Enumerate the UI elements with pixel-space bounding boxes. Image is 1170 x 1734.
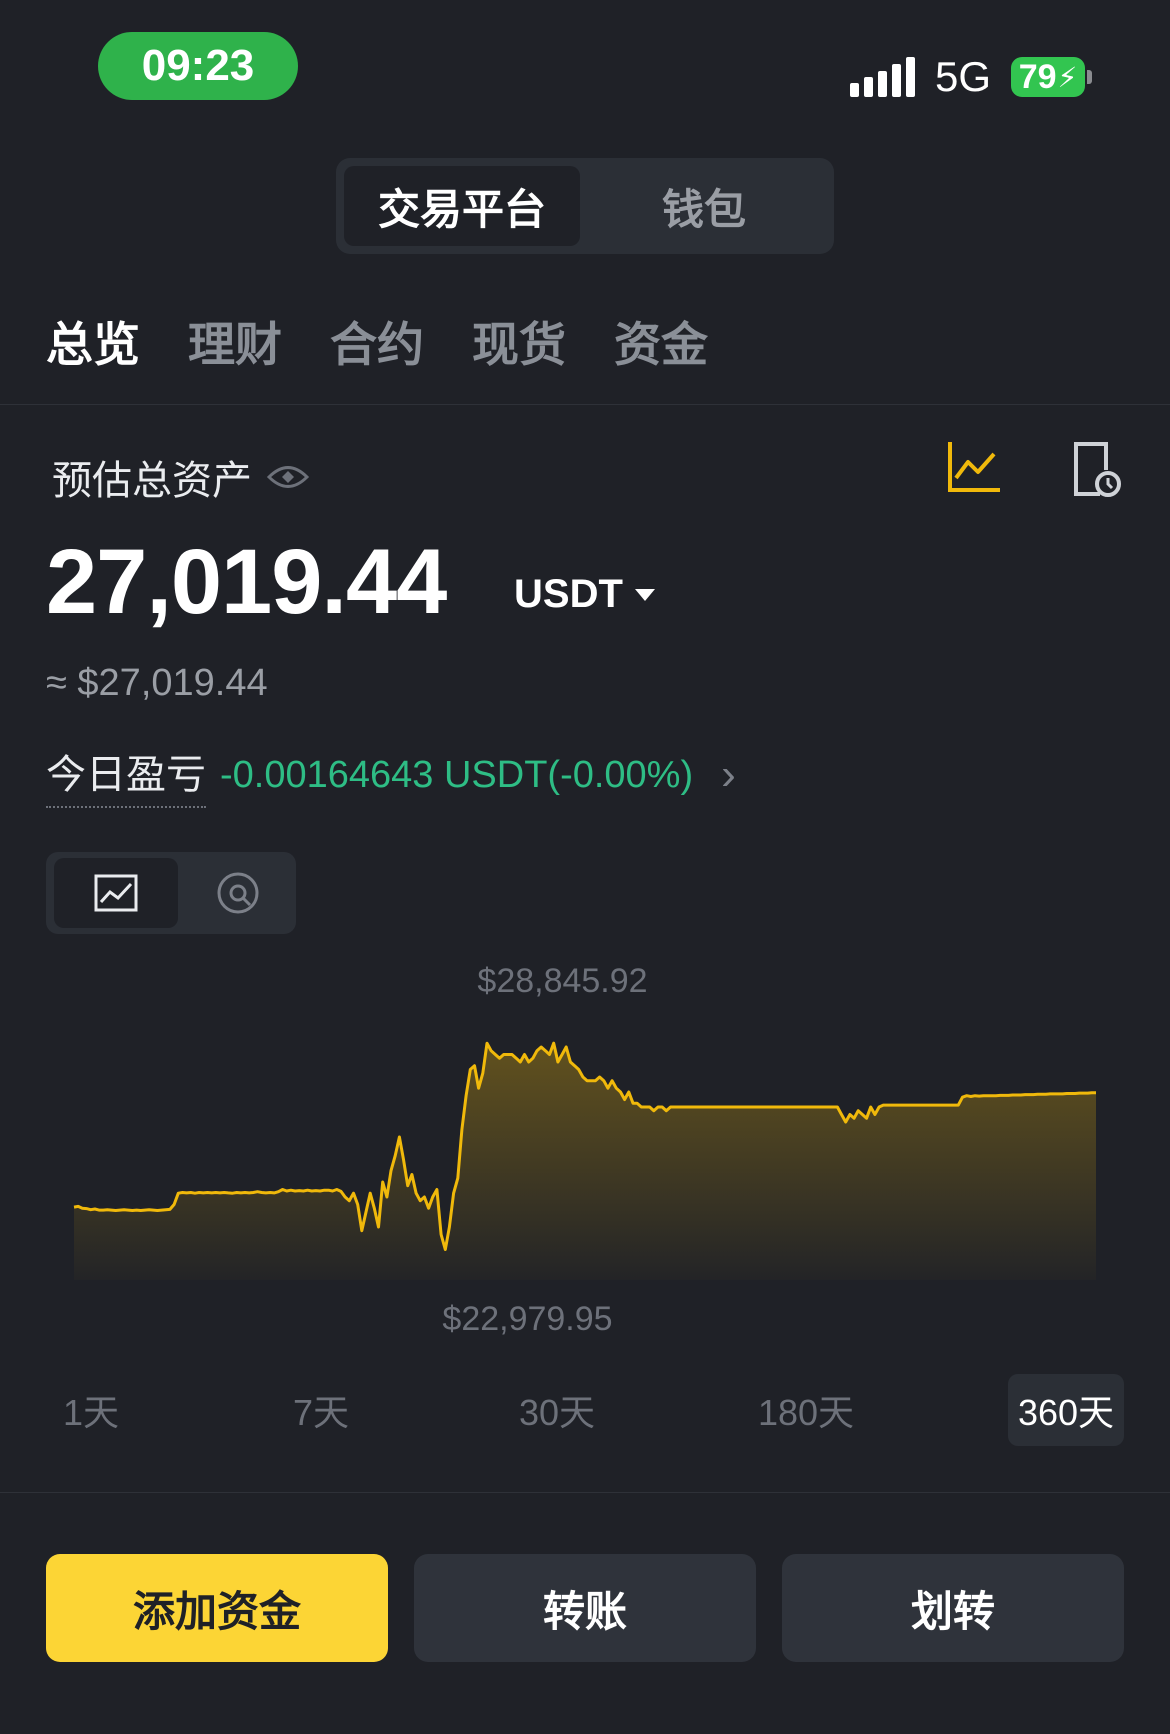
estimated-assets-label: 预估总资产: [52, 448, 310, 506]
caret-down-icon: [634, 588, 655, 601]
chart-min-label: $22,979.95: [442, 1300, 613, 1338]
internal-transfer-button[interactable]: 划转: [782, 1554, 1124, 1662]
line-chart-toggle[interactable]: [54, 858, 178, 928]
asset-tabs: 总览 理财 合约 现货 资金: [46, 306, 708, 375]
battery-icon: 79 ⚡: [1011, 57, 1092, 97]
range-360d[interactable]: 360天: [1008, 1374, 1124, 1446]
range-7d[interactable]: 7天: [292, 1392, 350, 1433]
tab-futures[interactable]: 合约: [330, 318, 424, 371]
chart-max-label: $28,845.92: [477, 962, 648, 1000]
pnl-analysis-icon[interactable]: [946, 440, 1002, 496]
segment-wallet[interactable]: 钱包: [661, 185, 746, 233]
divider: [0, 1492, 1170, 1493]
today-pnl-value: -0.00164643 USDT(-0.00%): [220, 753, 694, 796]
line-chart-icon: [94, 874, 138, 912]
today-pnl-row[interactable]: 今日盈亏 -0.00164643 USDT(-0.00%) ›: [46, 742, 736, 808]
add-funds-button[interactable]: 添加资金: [46, 1554, 388, 1662]
currency-label: USDT: [514, 572, 623, 616]
balance-usd: ≈ $27,019.44: [46, 662, 268, 704]
asset-trend-chart[interactable]: [0, 1000, 1170, 1300]
tab-overview[interactable]: 总览: [46, 318, 140, 371]
currency-selector[interactable]: USDT: [514, 572, 655, 617]
estimated-assets-text: 预估总资产: [52, 459, 252, 503]
chart-line: [73, 1041, 1096, 1251]
time-pill: 09:23: [98, 32, 298, 100]
chart-area: [74, 1043, 1096, 1280]
battery-level: 79: [1018, 57, 1057, 96]
signal-icon: [849, 57, 915, 97]
status-icons: 5G 79 ⚡: [849, 52, 1092, 102]
tab-funding[interactable]: 资金: [614, 318, 708, 371]
eye-icon[interactable]: [266, 462, 310, 492]
segment-exchange[interactable]: 交易平台: [344, 166, 580, 246]
divider: [0, 404, 1170, 405]
account-segment: 交易平台 钱包: [336, 158, 834, 254]
pie-chart-icon: [217, 872, 259, 914]
total-balance: 27,019.44: [46, 531, 447, 633]
history-icon[interactable]: [1072, 440, 1124, 500]
range-30d[interactable]: 30天: [518, 1392, 596, 1433]
chart-type-toggle: [46, 852, 296, 934]
tab-spot[interactable]: 现货: [472, 318, 566, 371]
chevron-right-icon[interactable]: ›: [721, 750, 736, 799]
tab-earn[interactable]: 理财: [188, 318, 282, 371]
time-range-selector: 1天 7天 30天 180天 360天: [46, 1374, 1124, 1446]
pie-chart-toggle[interactable]: [186, 858, 290, 928]
network-label: 5G: [934, 53, 991, 100]
transfer-button[interactable]: 转账: [414, 1554, 756, 1662]
today-pnl-label[interactable]: 今日盈亏: [46, 742, 206, 808]
range-1d[interactable]: 1天: [62, 1392, 120, 1433]
range-180d[interactable]: 180天: [757, 1392, 855, 1433]
